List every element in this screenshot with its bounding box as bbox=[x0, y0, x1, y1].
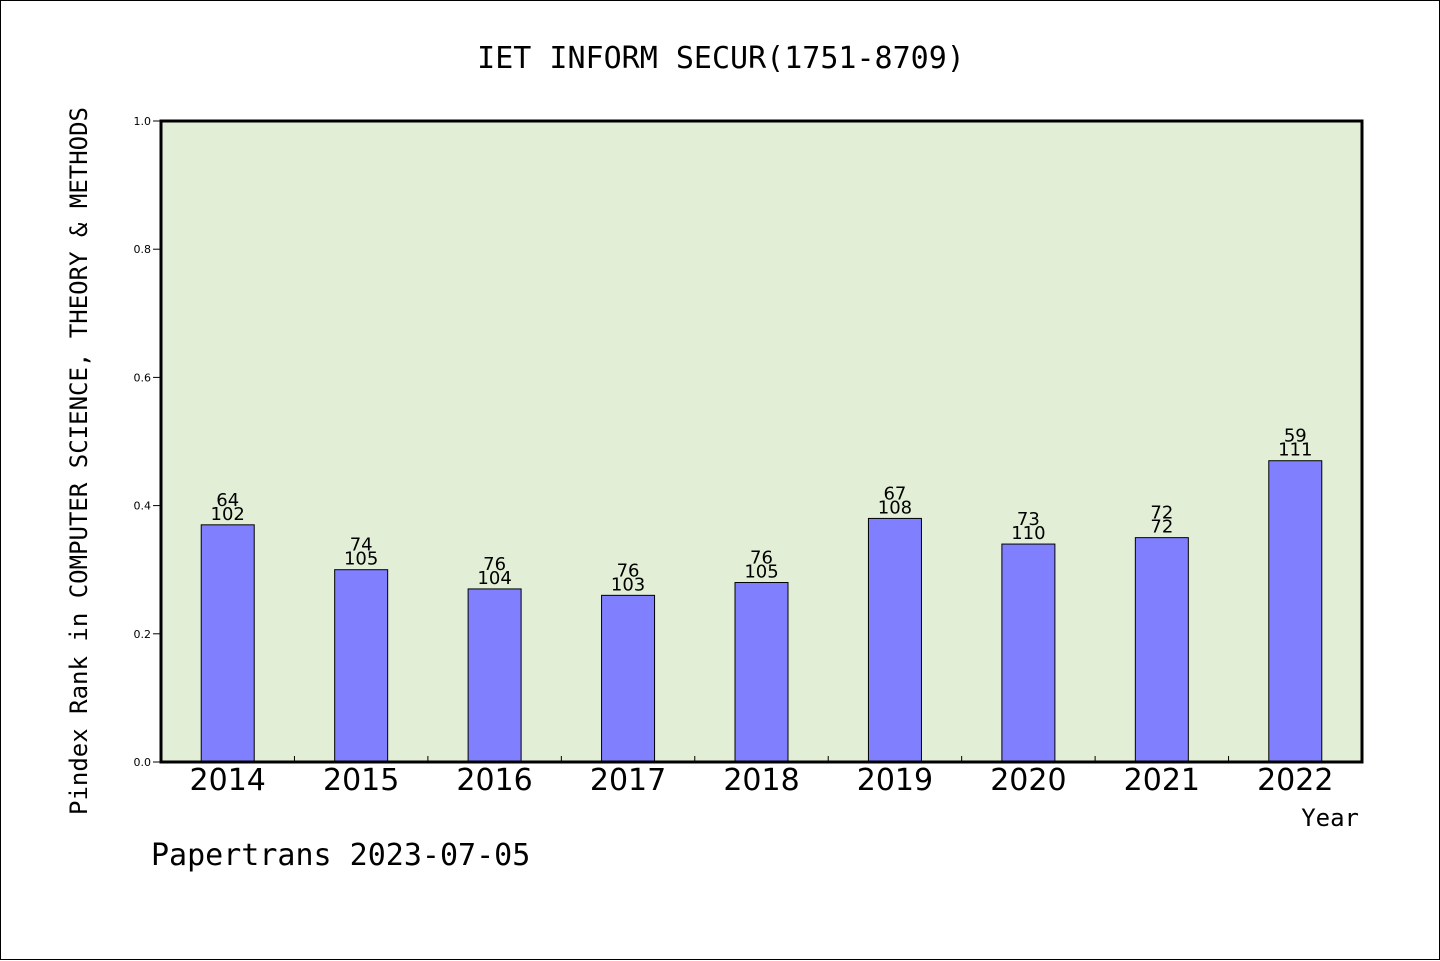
x-tick-label: 2014 bbox=[190, 763, 266, 798]
rank-label: 67 bbox=[883, 483, 906, 504]
rank-label: 59 bbox=[1284, 426, 1307, 447]
rank-label: 72 bbox=[1150, 503, 1173, 524]
chart-title: IET INFORM SECUR(1751-8709) bbox=[477, 41, 965, 76]
total-label: 72 bbox=[1150, 517, 1173, 538]
y-axis: 0.0 0.2 0.4 0.6 0.8 1.0 bbox=[134, 115, 161, 769]
bar-2020 bbox=[1001, 543, 1056, 763]
x-axis: 2014 2015 2016 2017 2018 2019 2020 2021 2022 bbox=[190, 756, 1333, 798]
rank-label: 76 bbox=[750, 548, 773, 569]
total-label: 110 bbox=[1011, 523, 1045, 544]
bar-2017 bbox=[601, 594, 656, 763]
total-label: 105 bbox=[744, 562, 778, 583]
x-tick-label: 2018 bbox=[723, 763, 799, 798]
total-label: 108 bbox=[878, 497, 912, 518]
total-label: 105 bbox=[344, 549, 378, 570]
bar-2014 bbox=[200, 524, 255, 763]
total-label: 111 bbox=[1278, 440, 1312, 461]
rank-label: 73 bbox=[1017, 509, 1040, 530]
total-label: 104 bbox=[477, 568, 511, 589]
plot-border bbox=[159, 119, 1364, 764]
bar-2019 bbox=[867, 517, 922, 763]
x-tick-label: 2019 bbox=[857, 763, 933, 798]
y-tick-label: 0.4 bbox=[134, 500, 152, 513]
x-tick-label: 2016 bbox=[456, 763, 532, 798]
rank-label: 76 bbox=[617, 560, 640, 581]
x-tick-label: 2015 bbox=[323, 763, 399, 798]
bar-2022 bbox=[1268, 460, 1323, 763]
bar-2016 bbox=[467, 588, 522, 763]
x-tick-label: 2022 bbox=[1257, 763, 1333, 798]
y-tick-label: 0.0 bbox=[134, 756, 152, 769]
bar-2018 bbox=[734, 582, 789, 763]
bar-2021 bbox=[1134, 537, 1189, 763]
y-axis-label: Pindex Rank in COMPUTER SCIENCE, THEORY … bbox=[65, 107, 93, 815]
source-footer: Papertrans 2023-07-05 bbox=[151, 838, 530, 873]
x-axis-label: Year bbox=[1301, 804, 1359, 832]
y-tick-label: 0.2 bbox=[134, 628, 152, 641]
x-tick-label: 2020 bbox=[990, 763, 1066, 798]
bar-2015 bbox=[334, 569, 389, 763]
y-tick-label: 0.6 bbox=[134, 371, 152, 384]
x-tick-label: 2017 bbox=[590, 763, 666, 798]
y-tick-label: 1.0 bbox=[134, 115, 152, 128]
rank-label: 64 bbox=[216, 490, 239, 511]
total-label: 102 bbox=[211, 504, 245, 525]
total-label: 103 bbox=[611, 574, 645, 595]
x-tick-label: 2021 bbox=[1124, 763, 1200, 798]
y-tick-label: 0.8 bbox=[134, 243, 152, 256]
rank-label: 74 bbox=[350, 535, 373, 556]
bars-group bbox=[200, 460, 1323, 763]
rank-label: 76 bbox=[483, 554, 506, 575]
